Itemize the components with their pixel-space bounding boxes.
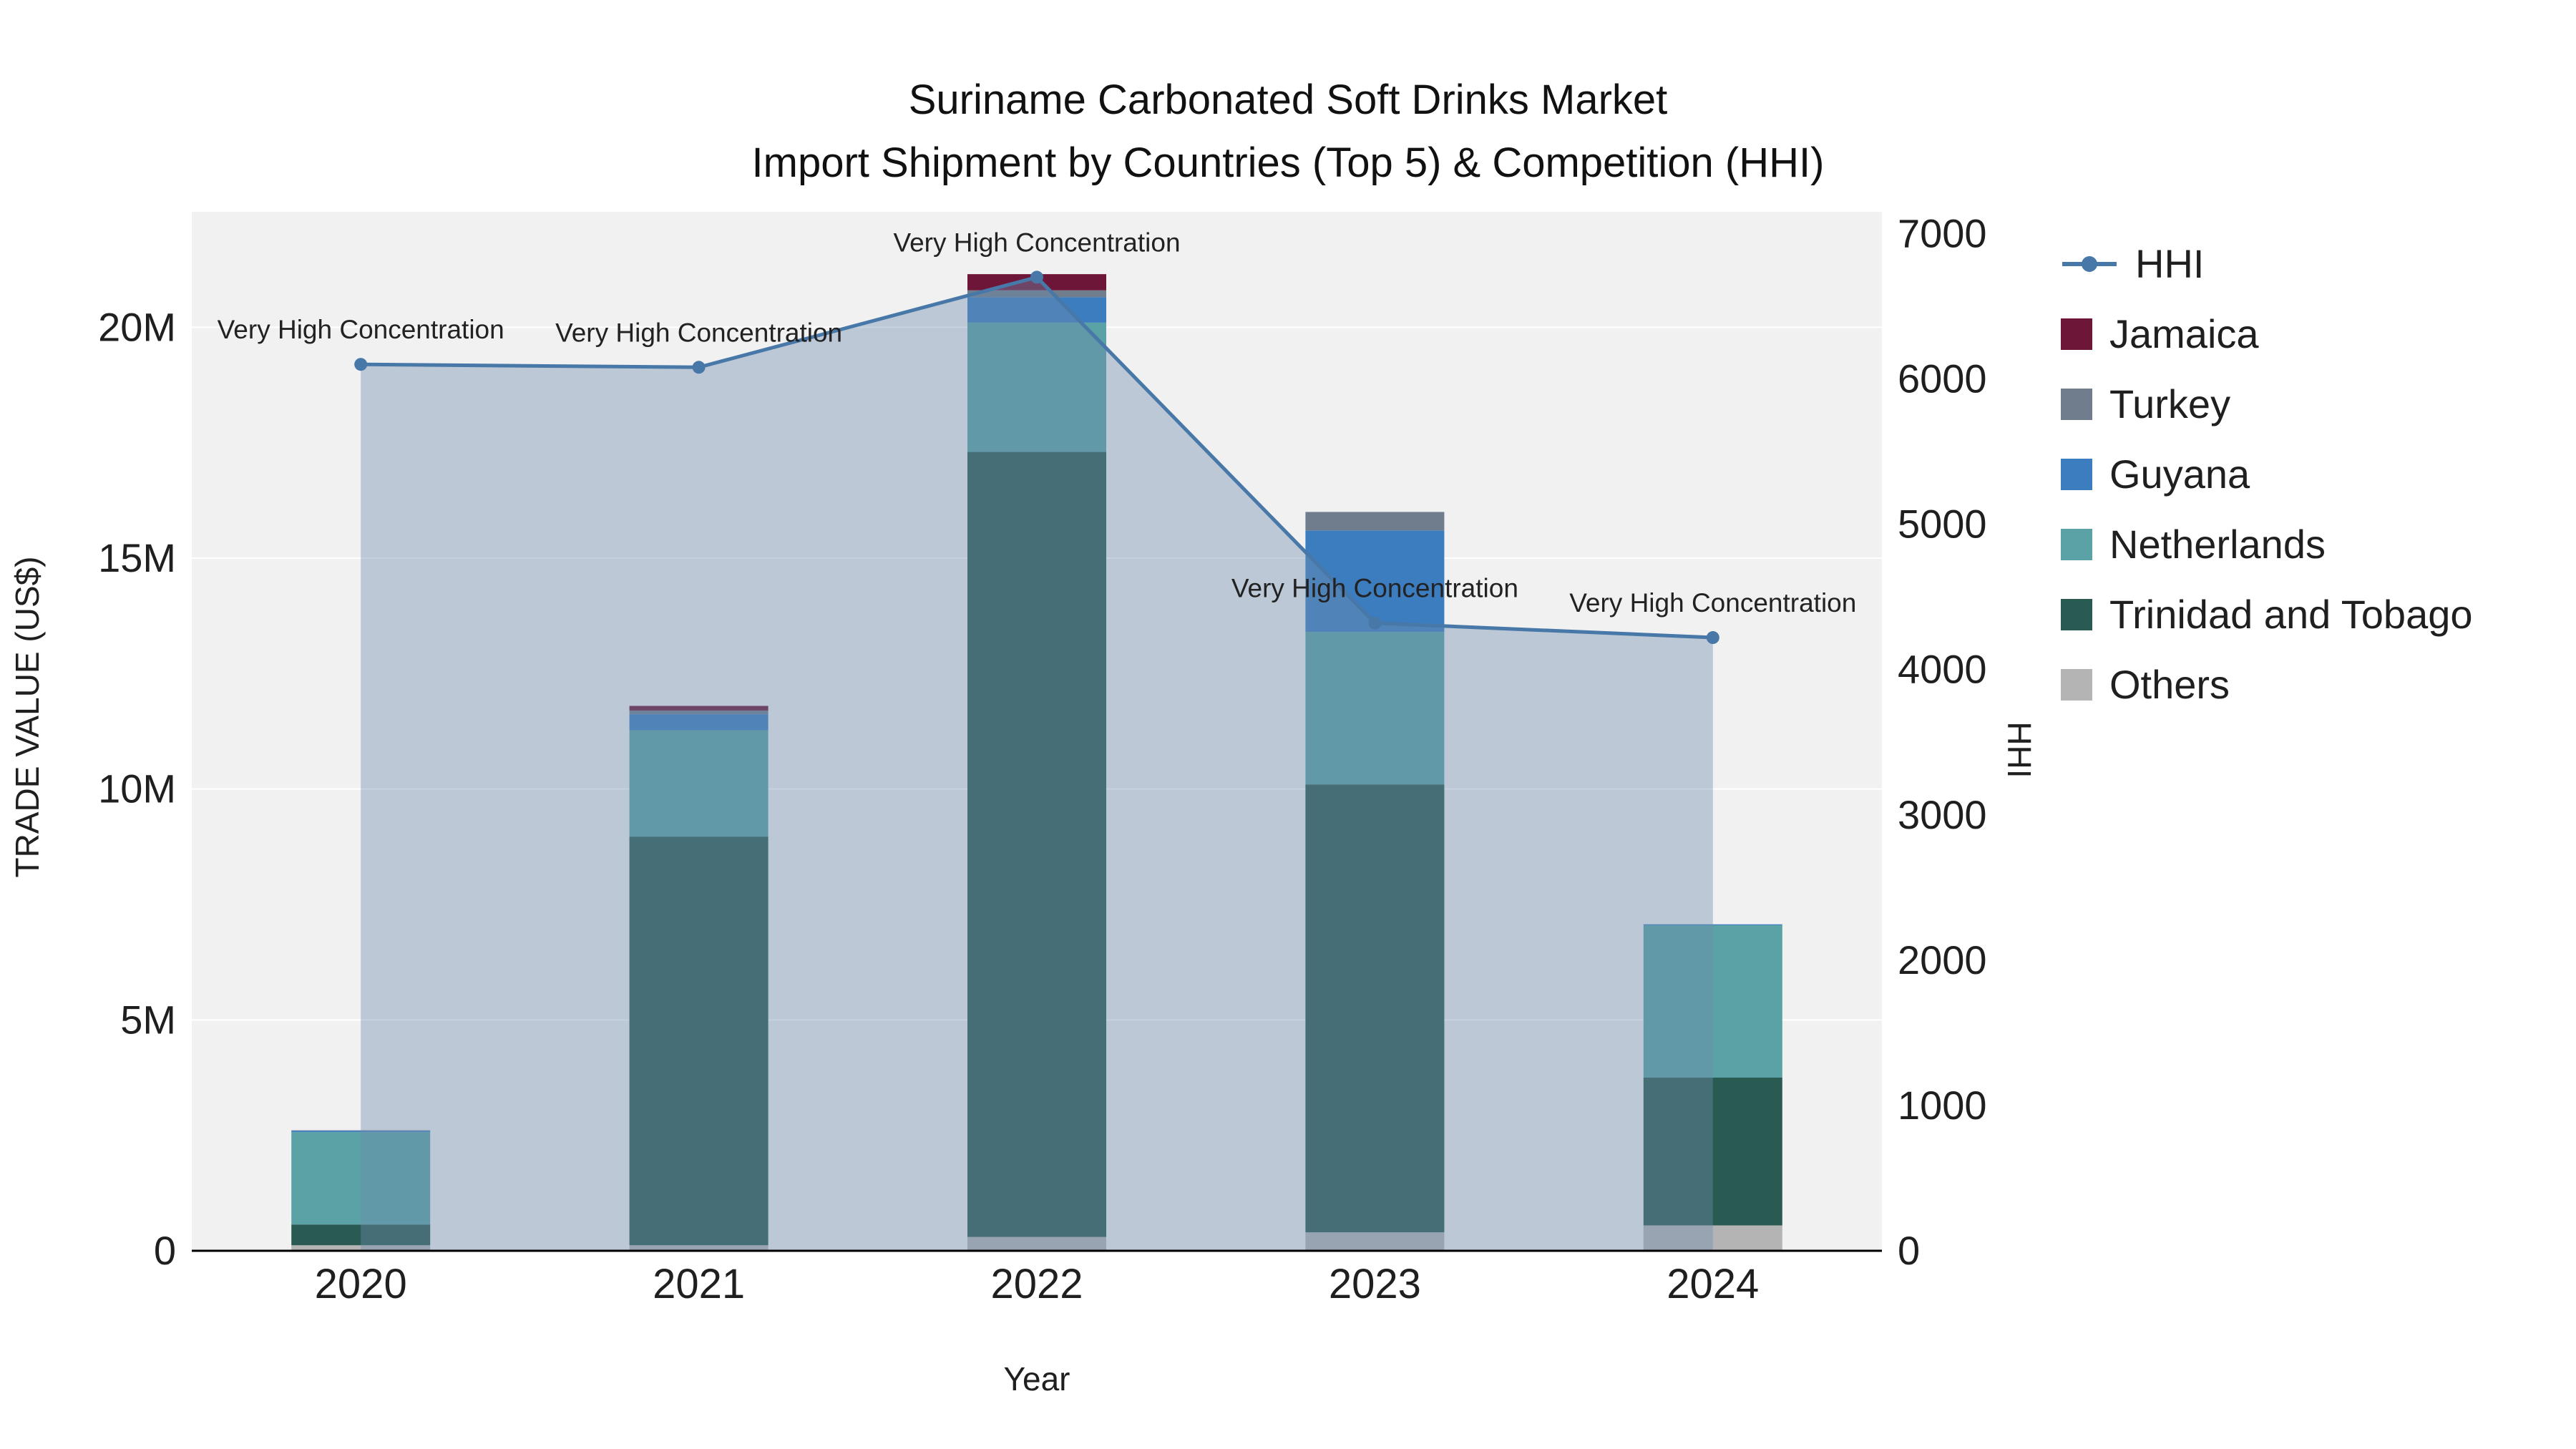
y-tick-label-left: 5M	[120, 997, 176, 1042]
y-tick-label-left: 20M	[98, 304, 176, 349]
bar-segment-netherlands	[1643, 925, 1782, 1078]
hhi-point	[1368, 616, 1382, 630]
y-tick-label-right: 4000	[1898, 647, 1987, 692]
legend-item-others[interactable]: Others	[2061, 661, 2473, 708]
hhi-point	[1706, 631, 1719, 645]
bar-segment-netherlands	[291, 1132, 431, 1225]
y-tick-label-right: 7000	[1898, 210, 1987, 255]
guyana-swatch	[2061, 458, 2092, 490]
legend: HHI Jamaica Turkey Guyana Netherlands Trinida…	[2061, 240, 2473, 708]
legend-item-hhi[interactable]: HHI	[2061, 240, 2473, 287]
netherlands-swatch	[2061, 528, 2092, 560]
bar-segment-netherlands	[1305, 632, 1445, 785]
bar-segment-trinidad-and-tobago	[967, 452, 1106, 1237]
legend-label-turkey: Turkey	[2109, 381, 2231, 426]
hhi-point	[1030, 270, 1043, 284]
hhi-point	[354, 358, 368, 371]
legend-label-trinidad-and-tobago: Trinidad and Tobago	[2109, 592, 2473, 637]
chart-title-line2: Import Shipment by Countries (Top 5) & C…	[751, 140, 1825, 187]
x-tick-label: 2020	[315, 1261, 407, 1307]
y-tick-label-right: 3000	[1898, 792, 1987, 837]
trinidad-and-tobago-swatch	[2061, 598, 2092, 630]
bar-segment-guyana	[291, 1131, 431, 1133]
bar-segment-others	[967, 1236, 1106, 1251]
y-tick-label-left: 10M	[98, 766, 176, 811]
chart-title-line1: Suriname Carbonated Soft Drinks Market	[908, 77, 1668, 123]
legend-label-guyana: Guyana	[2109, 452, 2250, 497]
y-axis-label-left: TRADE VALUE (US$)	[9, 556, 46, 878]
y-tick-label-left: 15M	[98, 535, 176, 580]
bar-segment-trinidad-and-tobago	[1643, 1078, 1782, 1226]
legend-item-netherlands[interactable]: Netherlands	[2061, 521, 2473, 567]
bar-segment-trinidad-and-tobago	[291, 1224, 431, 1246]
bar-segment-guyana	[967, 297, 1106, 323]
bar-segment-turkey	[1305, 512, 1445, 531]
y-tick-label-right: 0	[1898, 1228, 1920, 1273]
legend-label-others: Others	[2109, 662, 2230, 707]
annotation-text: Very High Concentration	[218, 315, 504, 344]
others-swatch	[2061, 668, 2092, 701]
y-axis-label-right: HHI	[2001, 721, 2038, 779]
chart-title: Suriname Carbonated Soft Drinks Market I…	[0, 69, 2576, 195]
y-tick-label-right: 5000	[1898, 502, 1987, 547]
bar-segment-netherlands	[629, 730, 769, 837]
legend-item-guyana[interactable]: Guyana	[2061, 451, 2473, 497]
x-tick-label: 2021	[653, 1261, 745, 1307]
bar-segment-guyana	[629, 714, 769, 731]
legend-item-turkey[interactable]: Turkey	[2061, 381, 2473, 427]
turkey-swatch	[2061, 388, 2092, 420]
y-tick-label-right: 6000	[1898, 356, 1987, 401]
bar-segment-trinidad-and-tobago	[629, 836, 769, 1246]
bar-segment-others	[1305, 1232, 1445, 1251]
bar-segment-jamaica	[629, 706, 769, 711]
hhi-area-fill	[361, 277, 1713, 1251]
y-tick-label-right: 2000	[1898, 937, 1987, 982]
x-axis-label: Year	[1003, 1360, 1070, 1397]
legend-label-hhi: HHI	[2135, 241, 2205, 286]
bar-segment-guyana	[1305, 530, 1445, 633]
bar-segment-others	[291, 1245, 431, 1251]
bar-segment-guyana	[1643, 924, 1782, 926]
x-tick-label: 2024	[1667, 1261, 1759, 1307]
bar-segment-turkey	[967, 290, 1106, 298]
legend-item-jamaica[interactable]: Jamaica	[2061, 311, 2473, 357]
legend-label-netherlands: Netherlands	[2109, 522, 2326, 567]
hhi-line-swatch	[2062, 255, 2117, 272]
annotation-text: Very High Concentration	[893, 228, 1180, 257]
hhi-point	[692, 361, 706, 374]
jamaica-swatch	[2061, 318, 2092, 350]
bar-segment-trinidad-and-tobago	[1305, 784, 1445, 1233]
y-tick-label-right: 1000	[1898, 1083, 1987, 1128]
annotation-text: Very High Concentration	[1569, 588, 1856, 618]
annotation-text: Very High Concentration	[1231, 574, 1518, 603]
bar-segment-others	[1643, 1225, 1782, 1251]
bar-segment-others	[629, 1245, 769, 1251]
legend-label-jamaica: Jamaica	[2109, 311, 2259, 356]
x-tick-label: 2023	[1329, 1261, 1421, 1307]
legend-item-trinidad-and-tobago[interactable]: Trinidad and Tobago	[2061, 591, 2473, 638]
bar-segment-netherlands	[967, 322, 1106, 452]
x-tick-label: 2022	[990, 1261, 1083, 1307]
annotation-text: Very High Concentration	[555, 318, 842, 347]
bar-segment-turkey	[629, 710, 769, 715]
y-tick-label-left: 0	[154, 1228, 176, 1273]
